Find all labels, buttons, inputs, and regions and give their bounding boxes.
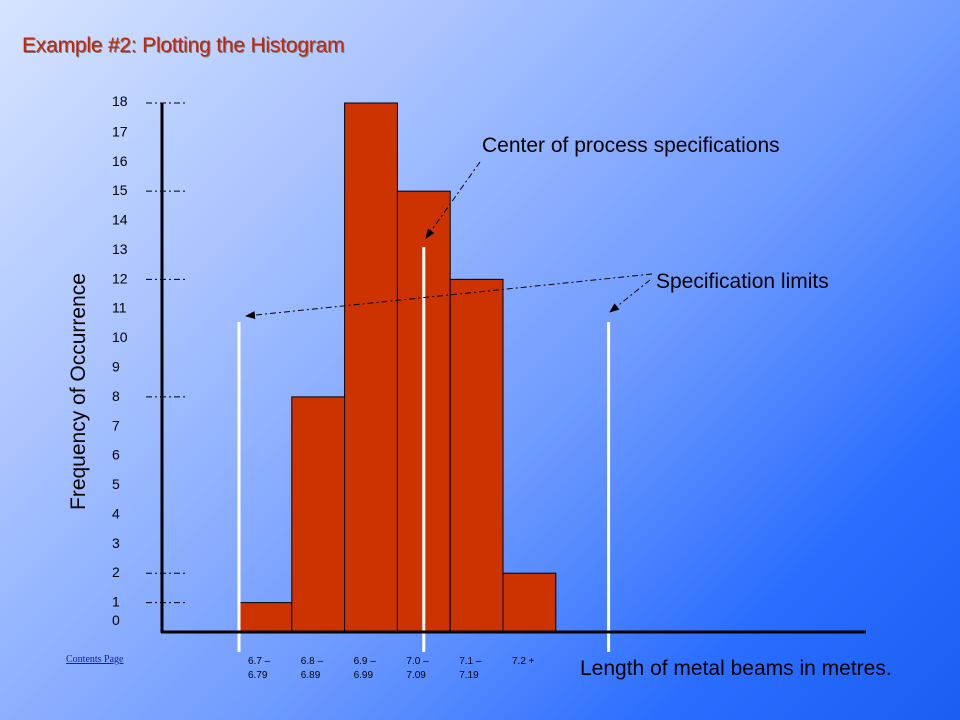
- y-tick-label: 8: [112, 388, 120, 404]
- spec-lines: [237, 247, 611, 652]
- y-tick-label: 16: [112, 153, 128, 169]
- x-tick-label: 6.89: [301, 670, 321, 681]
- slide-title: Example #2: Plotting the Histogram: [22, 34, 345, 57]
- chart-labels: Frequency of Occurrence Length of metal b…: [67, 273, 892, 680]
- y-tick-label: 4: [112, 505, 120, 521]
- x-tick-label: 6.79: [248, 670, 268, 681]
- x-tick-label: 7.09: [406, 670, 426, 681]
- y-tick-label: 1: [112, 594, 120, 610]
- x-tick-labels: 6.7 – 6.79 6.8 – 6.89 6.9 – 6.99 7.0 – 7.09 7.1 …: [248, 656, 535, 681]
- annotation-center-label: Center of process specifications: [482, 134, 780, 157]
- x-tick-label: 6.99: [354, 670, 374, 681]
- histogram-bar: [238, 602, 293, 633]
- y-dash-ticks: [146, 102, 186, 604]
- y-tick-label: 17: [112, 123, 128, 139]
- y-tick-label: 5: [112, 476, 120, 492]
- annotation-limits-label: Specification limits: [656, 270, 829, 293]
- x-tick-label: 6.8 –: [301, 656, 324, 667]
- y-tick-label: 15: [112, 182, 128, 198]
- contents-page-link[interactable]: Contents Page: [66, 654, 124, 665]
- x-tick-label: 7.19: [459, 670, 479, 681]
- y-tick-label: 18: [112, 93, 128, 109]
- y-tick-label: 2: [112, 564, 120, 580]
- y-tick-label: 6: [112, 447, 120, 463]
- histogram-bar: [344, 102, 398, 633]
- axes: [160, 103, 866, 634]
- histogram-bar: [291, 396, 346, 633]
- bars: [238, 102, 557, 633]
- x-tick-label: 7.2 +: [512, 656, 535, 667]
- x-axis-title: Length of metal beams in metres.: [580, 657, 892, 680]
- x-tick-label: 7.0 –: [406, 656, 429, 667]
- y-tick-label: 11: [112, 300, 127, 316]
- y-tick-label: 13: [112, 241, 128, 257]
- annotation-lower-limit-arrow: [245, 273, 653, 320]
- y-tick-label: 12: [112, 270, 128, 286]
- y-tick-label: 3: [112, 535, 120, 551]
- y-tick-label: 10: [112, 329, 128, 345]
- x-tick-label: 7.1 –: [459, 656, 482, 667]
- annotation-center-arrow: [425, 161, 481, 239]
- annotations: Center of process specifications Specific…: [245, 134, 829, 320]
- histogram-bar: [449, 278, 504, 633]
- x-tick-label: 6.7 –: [248, 656, 271, 667]
- y-tick-label: 0: [112, 612, 120, 628]
- annotation-upper-limit-arrow: [609, 279, 651, 313]
- y-tick-label: 9: [112, 359, 120, 375]
- y-tick-label: 7: [112, 417, 120, 433]
- histogram-bar: [502, 572, 557, 633]
- x-tick-label: 6.9 –: [354, 656, 377, 667]
- y-tick-label: 14: [112, 212, 128, 228]
- y-axis-title: Frequency of Occurrence: [67, 273, 90, 510]
